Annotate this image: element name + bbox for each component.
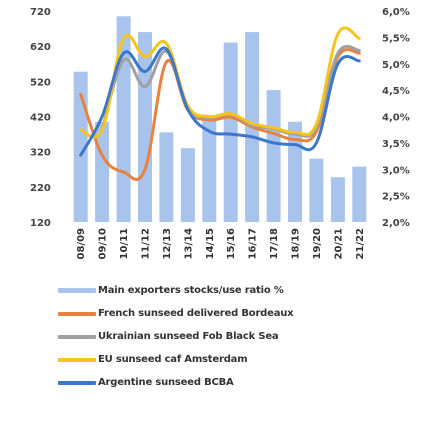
- bar-14/15: [202, 119, 217, 222]
- right-axis: 6,0% 5,5% 5,0% 4,5% 4,0% 3,5% 3,0% 2,5% 2,0%: [382, 7, 410, 229]
- x-tick-label: 16/17: [248, 228, 259, 260]
- legend-swatch: [58, 357, 96, 362]
- legend-label: Main exporters stocks/use ratio %: [98, 285, 284, 296]
- x-tick-label: 11/12: [141, 228, 152, 260]
- x-tick-label: 08/09: [76, 228, 87, 260]
- legend-item: EU sunseed caf Amsterdam: [58, 349, 418, 370]
- bar-15/16: [223, 42, 238, 222]
- right-tick-label: 6,0%: [382, 7, 410, 18]
- left-tick-label: 720: [30, 7, 51, 18]
- legend-swatch: [58, 311, 96, 316]
- x-tick-label: 13/14: [183, 228, 194, 260]
- x-tick-label: 20/21: [333, 228, 344, 260]
- x-tick-label: 18/19: [291, 228, 302, 260]
- x-tick-label: 19/20: [312, 228, 323, 260]
- left-tick-label: 220: [30, 183, 51, 194]
- legend-item: French sunseed delivered Bordeaux: [58, 303, 418, 324]
- right-tick-label: 3,0%: [382, 165, 410, 176]
- left-tick-label: 420: [30, 113, 51, 124]
- legend-item: Ukrainian sunseed Fob Black Sea: [58, 326, 418, 347]
- legend-swatch: [58, 334, 96, 339]
- left-tick-label: 620: [30, 42, 51, 53]
- legend-label: EU sunseed caf Amsterdam: [98, 354, 248, 365]
- legend-swatch: [58, 288, 96, 293]
- x-tick-label: 15/16: [226, 228, 237, 260]
- right-tick-label: 4,0%: [382, 113, 410, 124]
- right-tick-label: 5,0%: [382, 60, 410, 71]
- right-tick-label: 2,5%: [382, 192, 410, 203]
- bar-11/12: [138, 32, 152, 222]
- bar-17/18: [266, 90, 281, 222]
- series-line-4: [79, 46, 361, 157]
- legend-item: Main exporters stocks/use ratio %: [58, 280, 418, 301]
- bar-13/14: [180, 148, 195, 222]
- legend-label: French sunseed delivered Bordeaux: [98, 308, 294, 319]
- left-tick-label: 120: [30, 218, 51, 229]
- bar-19/20: [309, 158, 324, 222]
- right-tick-label: 3,5%: [382, 139, 410, 150]
- left-axis: 720 620 520 420 320 220 120: [30, 7, 51, 229]
- bar-12/13: [159, 132, 174, 222]
- legend-label: Ukrainian sunseed Fob Black Sea: [98, 331, 279, 342]
- x-tick-label: 17/18: [269, 228, 280, 260]
- lines-layer: [79, 26, 361, 182]
- x-tick-label: 21/22: [355, 228, 366, 260]
- legend: Main exporters stocks/use ratio % French …: [58, 280, 418, 395]
- x-axis: 08/09 09/10 10/11 11/12 12/13 13/14 14/15 15/16…: [76, 228, 366, 260]
- x-tick-label: 12/13: [162, 228, 173, 260]
- legend-label: Argentine sunseed BCBA: [98, 377, 234, 388]
- series-line-3: [79, 26, 361, 139]
- bar-20/21: [330, 177, 345, 222]
- bar-21/22: [352, 166, 367, 222]
- right-tick-label: 2,0%: [382, 218, 410, 229]
- x-tick-label: 14/15: [205, 228, 216, 260]
- left-tick-label: 320: [30, 148, 51, 159]
- bar-10/11: [116, 16, 131, 222]
- x-tick-label: 09/10: [98, 228, 109, 260]
- legend-swatch: [58, 380, 96, 385]
- right-tick-label: 5,5%: [382, 33, 410, 44]
- chart: 720 620 520 420 320 220 120 6,0% 5,5% 5,0% 4,5% 4,…: [30, 7, 410, 260]
- right-tick-label: 4,5%: [382, 86, 410, 97]
- left-tick-label: 520: [30, 77, 51, 88]
- legend-item: Argentine sunseed BCBA: [58, 372, 418, 393]
- series-line-1: [79, 48, 361, 182]
- bar-18/19: [288, 121, 302, 222]
- x-tick-label: 10/11: [119, 228, 130, 260]
